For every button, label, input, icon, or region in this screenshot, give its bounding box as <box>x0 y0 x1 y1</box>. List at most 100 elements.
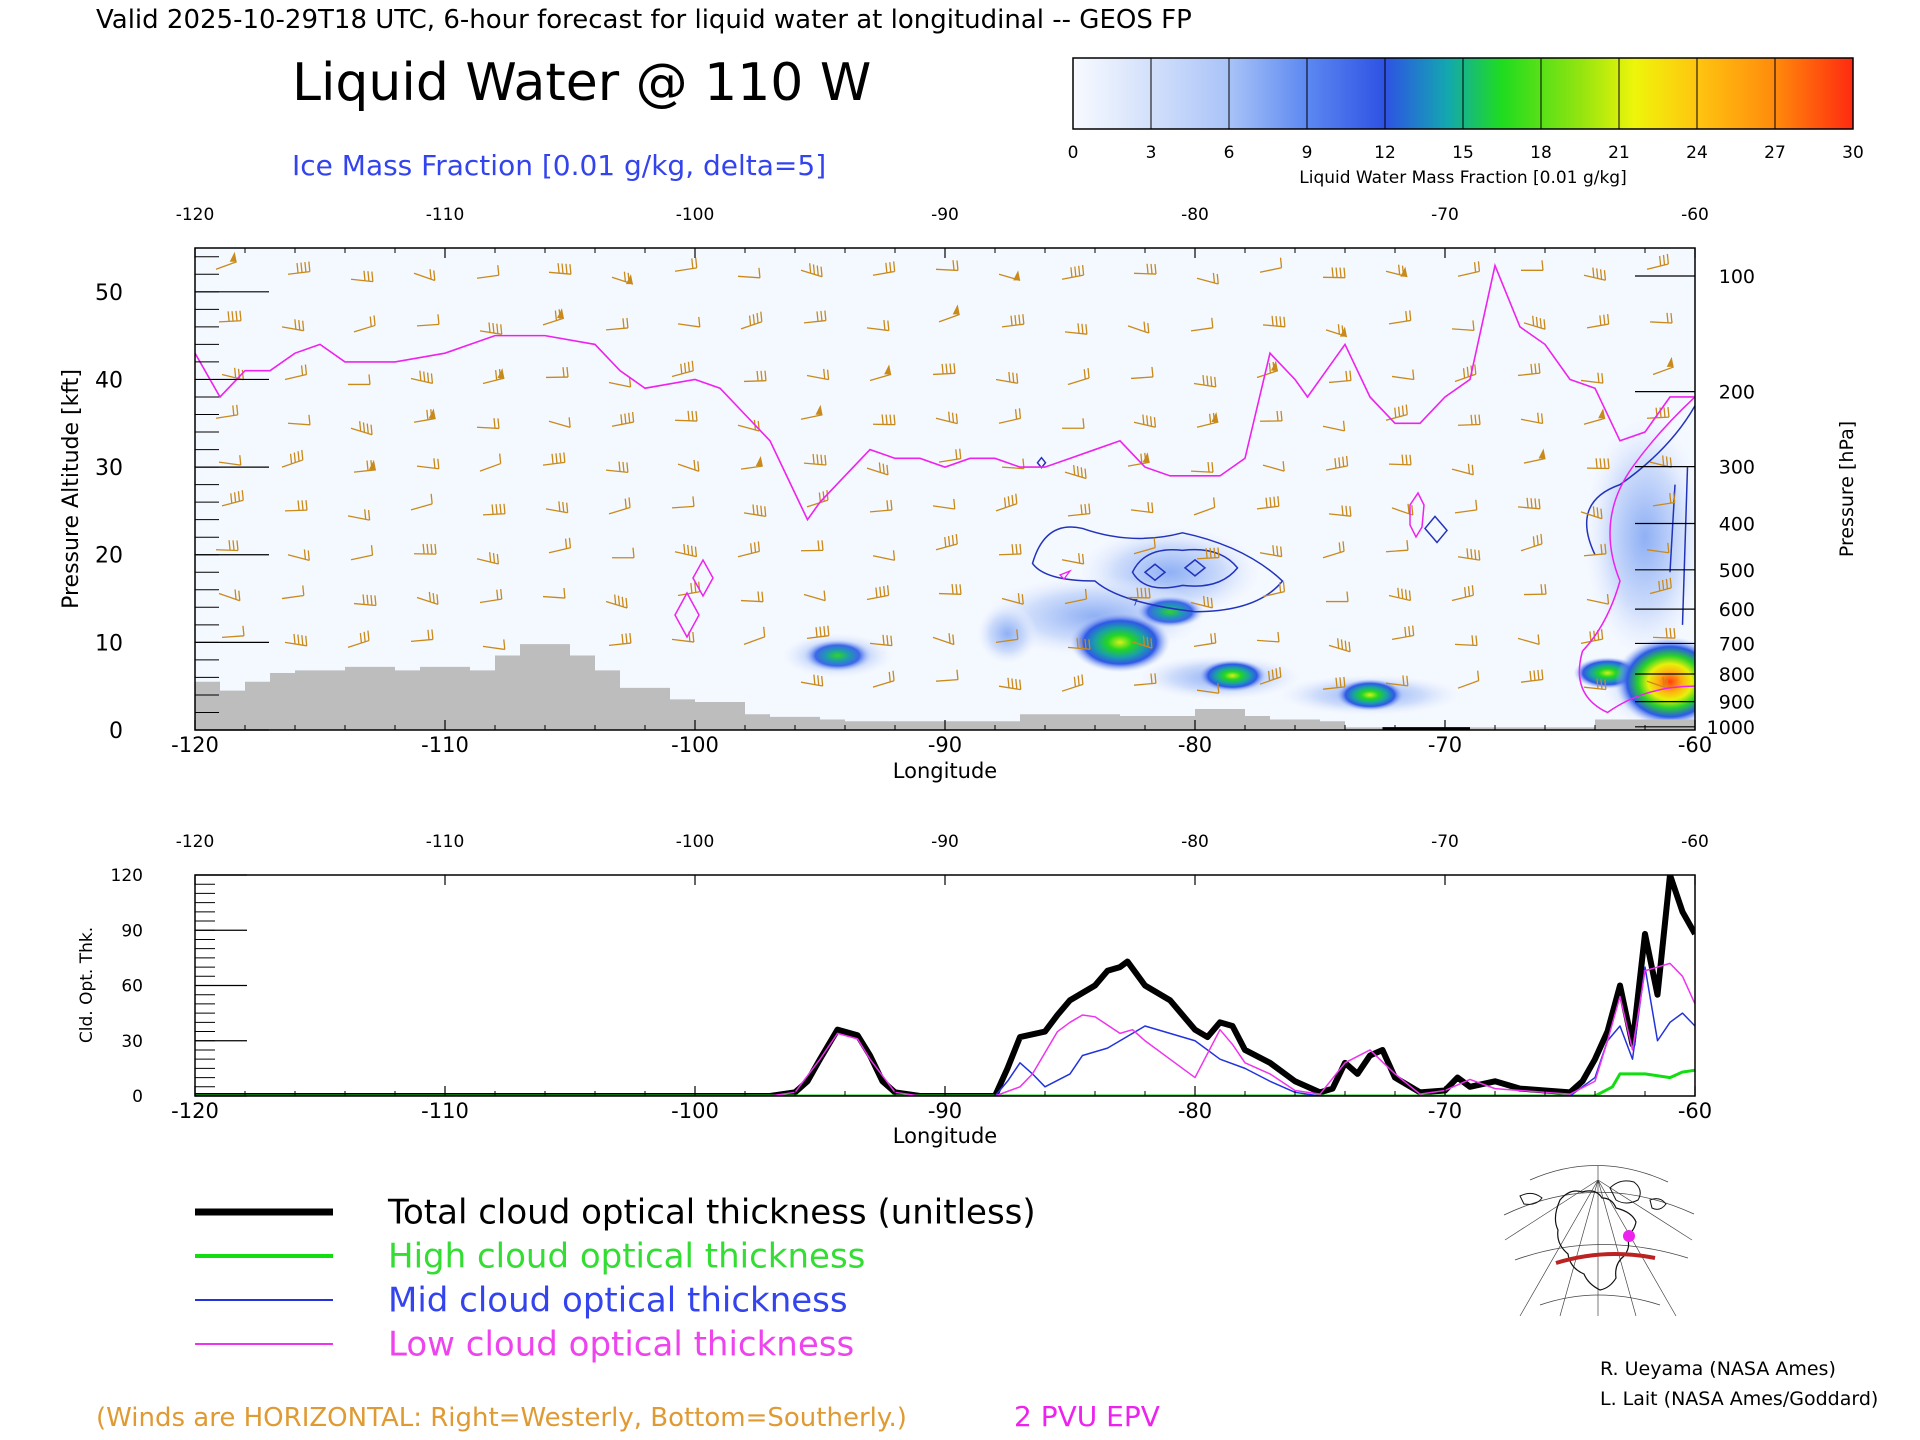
pressure-tick-label: 600 <box>1719 599 1755 621</box>
wind-barb <box>1388 454 1412 466</box>
wind-barb <box>1193 374 1217 388</box>
wind-barb <box>1454 635 1478 647</box>
wind-barb <box>542 452 566 466</box>
wind-barb <box>1391 625 1415 641</box>
wind-barb <box>1652 492 1676 507</box>
wind-barb <box>740 591 764 603</box>
wind-barb <box>1067 638 1091 650</box>
wind-barb <box>1256 631 1280 643</box>
wind-barb <box>737 541 760 558</box>
wind-barb <box>608 632 632 647</box>
colorbar-tick-label: 6 <box>1224 143 1235 163</box>
bottom-x-tick-label-upper: -110 <box>426 832 465 852</box>
wind-barb <box>998 408 1022 424</box>
wind-barb <box>353 594 377 607</box>
wind-barb <box>1583 678 1607 691</box>
wind-barb <box>1385 264 1408 278</box>
wind-barb <box>1649 312 1673 324</box>
wind-barb <box>1646 676 1669 689</box>
wind-barb <box>482 503 506 516</box>
ice-contour-inner <box>1131 548 1239 589</box>
top-x-tick-label: -110 <box>421 733 469 757</box>
wind-barb <box>1391 369 1415 381</box>
top-x-tick-label: -100 <box>671 733 719 757</box>
pressure-tick-label: 100 <box>1719 266 1755 288</box>
wind-barb <box>1451 463 1474 476</box>
bottom-x-tick-label: -90 <box>928 1099 962 1123</box>
wind-barb <box>1133 263 1157 275</box>
wind-barb <box>413 269 436 282</box>
wind-barb <box>1322 267 1346 279</box>
bottom-y-tick-label: 0 <box>132 1087 143 1107</box>
wind-barb <box>671 496 695 509</box>
wind-barb <box>476 418 500 430</box>
wind-barb <box>1328 638 1351 653</box>
wind-barb <box>677 316 701 328</box>
wind-barb <box>1385 675 1409 687</box>
colorbar-tick-label: 0 <box>1068 143 1079 163</box>
top-y-tick-label: 50 <box>95 281 123 306</box>
wind-barb <box>410 629 434 643</box>
valid-time-line: Valid 2025-10-29T18 UTC, 6-hour forecast… <box>96 5 1192 35</box>
wind-barb <box>1067 503 1091 517</box>
wind-barb <box>1064 323 1088 335</box>
pressure-tick-label: 900 <box>1719 692 1755 714</box>
legend-label-low: Low cloud optical thickness <box>388 1325 854 1365</box>
wind-barb <box>935 260 959 272</box>
wind-barb <box>545 501 569 514</box>
wind-barb <box>869 634 893 647</box>
wind-barb <box>866 585 890 601</box>
wind-barb <box>932 363 956 376</box>
wind-barb <box>1133 673 1157 686</box>
wind-barb <box>1583 267 1607 281</box>
bottom-x-tick-label-upper: -120 <box>176 832 215 852</box>
pressure-tick-label: 500 <box>1719 560 1755 582</box>
pressure-tick-label: 700 <box>1719 633 1755 655</box>
wind-barb <box>1196 683 1220 694</box>
wind-barb <box>932 633 955 646</box>
wind-barb <box>1580 629 1604 645</box>
wind-barb <box>218 455 242 466</box>
colorbar-tick-label: 15 <box>1452 143 1474 163</box>
wind-barb <box>806 368 830 381</box>
wind-barb <box>1190 461 1214 473</box>
wind-barb <box>353 315 376 333</box>
ice-contour-core-1 <box>1143 563 1167 582</box>
wind-barb <box>1127 321 1150 334</box>
wind-barb <box>1322 676 1346 690</box>
wind-barb <box>872 550 896 561</box>
top-y-tick-label: 30 <box>95 456 123 481</box>
wind-barb <box>800 540 824 552</box>
wind-barb <box>1457 414 1481 426</box>
colorbar-tick-label: 30 <box>1842 143 1864 163</box>
wind-barb <box>1130 366 1154 380</box>
wind-barb <box>1001 314 1025 328</box>
liquid-water-field <box>782 417 1695 727</box>
wind-barb <box>1133 414 1157 428</box>
wind-barb <box>1521 260 1544 271</box>
wind-barb <box>872 670 895 688</box>
chart-subtitle: Ice Mass Fraction [0.01 g/kg, delta=5] <box>292 149 826 182</box>
wind-barb <box>1127 587 1151 599</box>
wind-barb <box>740 311 763 330</box>
bottom-plot-background <box>195 875 1695 1096</box>
colorbar-tick-label: 3 <box>1146 143 1157 163</box>
bottom-y-tick-label: 120 <box>111 866 143 886</box>
wind-barb <box>348 374 371 386</box>
wind-barb <box>1646 542 1670 554</box>
top-x-tick-label: -90 <box>928 733 962 757</box>
wind-barb <box>1388 310 1412 325</box>
wind-barb <box>1523 315 1546 330</box>
wind-barb <box>1196 547 1220 560</box>
bottom-x-axis-label: Longitude <box>893 1124 997 1148</box>
wind-barb <box>1523 448 1546 464</box>
inset-location-marker <box>1623 1230 1635 1242</box>
colorbar-tick-label: 12 <box>1374 143 1396 163</box>
wind-barb <box>284 364 308 381</box>
wind-barb <box>413 543 437 555</box>
wind-barb <box>1457 670 1480 689</box>
bottom-y-tick-label: 60 <box>121 977 143 997</box>
wind-barb <box>1325 324 1348 338</box>
wind-barb <box>1385 540 1409 553</box>
wind-barb <box>1190 317 1214 332</box>
